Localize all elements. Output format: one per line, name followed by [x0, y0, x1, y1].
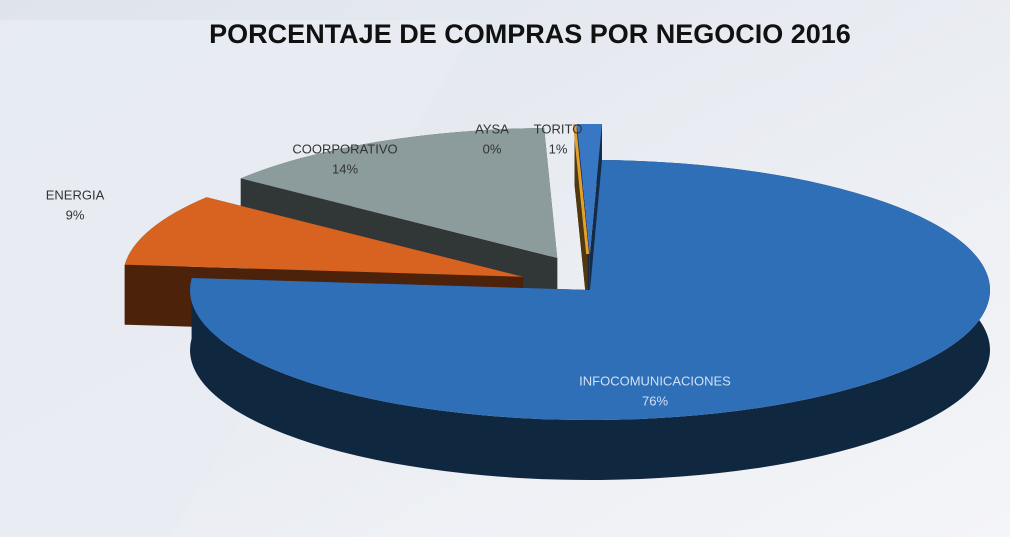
- slice-label: INFOCOMUNICACIONES: [579, 373, 731, 388]
- value-label: 14%: [332, 161, 358, 176]
- slice: [189, 160, 990, 420]
- value-label: 9%: [66, 207, 85, 222]
- slice-label: ENERGIA: [46, 187, 105, 202]
- value-label: 76%: [642, 393, 668, 408]
- slice-label: AYSA: [475, 121, 509, 136]
- slice: [573, 123, 590, 255]
- value-label: 0%: [483, 141, 502, 156]
- slice-side: [574, 124, 588, 315]
- slice-label: TORITO: [534, 121, 583, 136]
- slice-label: COORPORATIVO: [292, 141, 397, 156]
- slice: [576, 124, 602, 255]
- chart-title: PORCENTAJE DE COMPRAS POR NEGOCIO 2016: [209, 19, 851, 49]
- value-label: 1%: [549, 141, 568, 156]
- slice: [124, 197, 524, 277]
- slice: [240, 128, 558, 258]
